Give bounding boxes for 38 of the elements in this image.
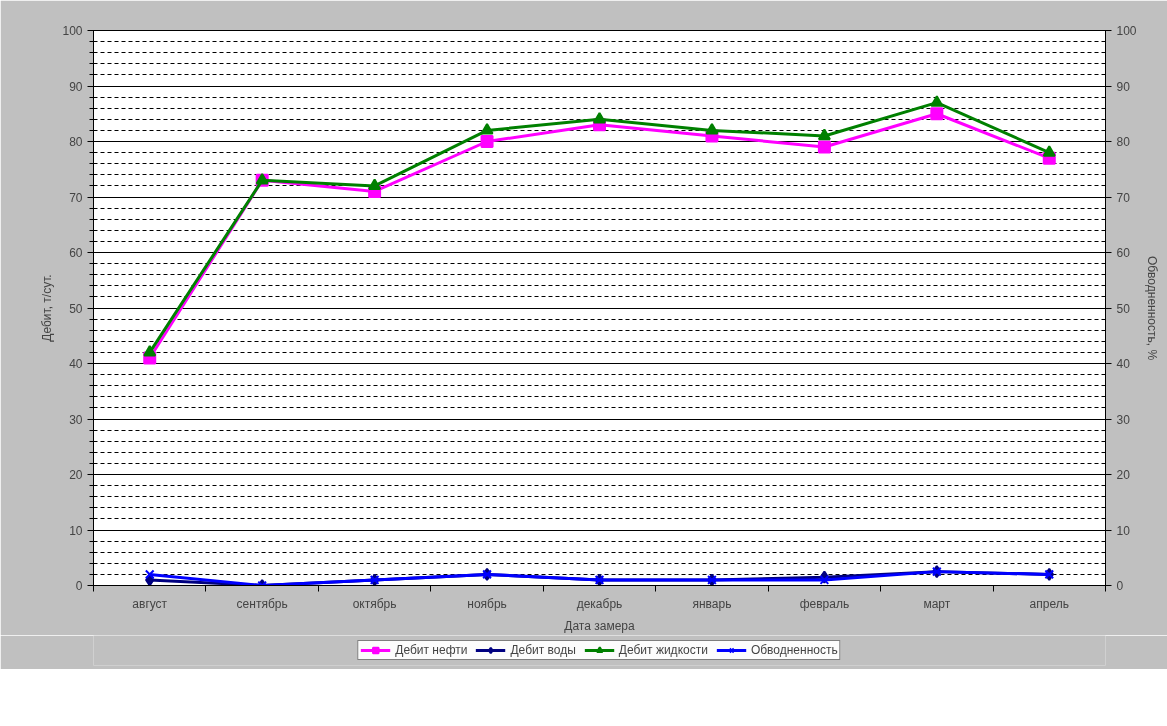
legend-label: Обводненность <box>750 643 838 657</box>
y2-tick-label: 10 <box>1116 523 1131 538</box>
x-tick-label: октябрь <box>352 596 397 611</box>
y2-tick-label: 60 <box>1116 246 1131 260</box>
y-tick-label: 10 <box>69 523 83 538</box>
y2-tick-label: 100 <box>1116 24 1137 38</box>
x-axis-title: Дата замера <box>564 618 635 633</box>
y-tick-label: 40 <box>69 357 83 371</box>
y2-tick-label: 40 <box>1116 357 1131 371</box>
x-tick-label: январь <box>692 596 732 611</box>
y2-tick-label: 50 <box>1116 301 1131 316</box>
y2-tick-label: 90 <box>1116 79 1131 94</box>
x-tick-label: сентябрь <box>236 596 288 611</box>
y-tick-label: 80 <box>69 135 83 149</box>
y-tick-label: 70 <box>69 190 83 205</box>
y-tick-label: 30 <box>69 412 83 427</box>
y2-axis-title: Обводненность, % <box>1144 255 1159 361</box>
y2-tick-label: 20 <box>1116 468 1131 482</box>
x-tick-label: ноябрь <box>467 596 507 611</box>
y-axis-title: Дебит, т/сут. <box>40 274 55 342</box>
y-tick-label: 20 <box>69 468 83 482</box>
x-tick-label: март <box>923 596 951 611</box>
x-tick-label: август <box>132 596 168 611</box>
y-tick-label: 90 <box>69 79 83 94</box>
y-tick-label: 100 <box>62 24 83 38</box>
y2-tick-label: 80 <box>1116 135 1131 149</box>
legend-label: Дебит воды <box>510 643 576 657</box>
x-tick-label: апрель <box>1029 596 1069 611</box>
legend-label: Дебит нефти <box>395 643 468 657</box>
y-tick-label: 50 <box>69 301 83 316</box>
y-tick-label: 60 <box>69 246 83 260</box>
y-tick-label: 0 <box>75 579 83 593</box>
y2-tick-label: 0 <box>1116 579 1124 593</box>
x-tick-label: февраль <box>799 596 850 611</box>
y2-tick-label: 70 <box>1116 190 1131 205</box>
y2-tick-label: 30 <box>1116 412 1131 427</box>
legend-label: Дебит жидкости <box>618 643 708 657</box>
x-tick-label: декабрь <box>576 596 623 611</box>
